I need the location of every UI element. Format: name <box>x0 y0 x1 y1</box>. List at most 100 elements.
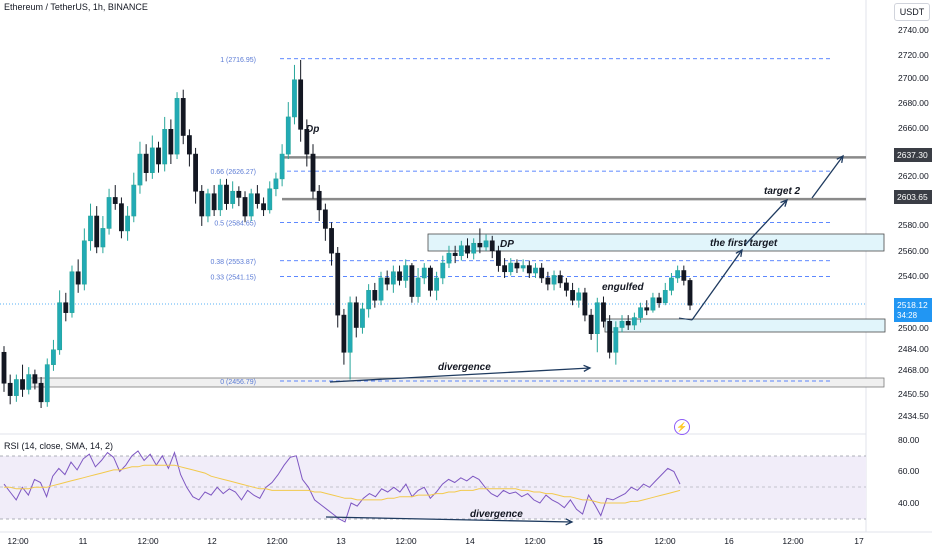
candle-body <box>199 190 205 217</box>
candle-body <box>366 290 372 310</box>
candle-body <box>644 307 650 311</box>
y-axis-tick: 2500.00 <box>898 323 929 333</box>
candle-body <box>32 374 38 384</box>
y-axis-tick: 2620.00 <box>898 171 929 181</box>
x-axis-label: 12:00 <box>654 536 676 546</box>
candle-body <box>452 252 458 256</box>
rsi-tick: 60.00 <box>898 466 920 476</box>
price-tag-bg <box>894 148 932 162</box>
x-axis-label: 12:00 <box>137 536 159 546</box>
candle-body <box>662 290 668 304</box>
y-axis-tick: 2540.00 <box>898 271 929 281</box>
candle-body <box>514 262 520 269</box>
candle-body <box>88 215 93 242</box>
candle-body <box>353 302 359 328</box>
y-axis-tick: 2468.00 <box>898 365 929 375</box>
candle-body <box>329 228 334 254</box>
candle-body <box>681 270 687 281</box>
y-axis-tick: 2680.00 <box>898 98 929 108</box>
candle-body <box>242 197 248 217</box>
candle-body <box>638 307 643 318</box>
candle-body <box>69 271 75 313</box>
candle-body <box>625 321 631 326</box>
divergence-arrow-price-head <box>583 364 592 372</box>
candle-body <box>533 267 538 274</box>
candle-body <box>341 314 347 353</box>
x-axis-label: 12:00 <box>395 536 417 546</box>
candle-body <box>502 265 507 273</box>
candle-body <box>607 321 613 353</box>
fib-level-label: 0 (2456.79) <box>220 379 256 386</box>
x-axis-label: 12:00 <box>524 536 546 546</box>
candle-body <box>415 277 421 297</box>
x-axis-label: 13 <box>336 536 346 546</box>
candle-body <box>7 382 13 396</box>
candle-body <box>149 147 155 173</box>
candle-body <box>458 245 464 256</box>
candle-body <box>390 271 396 285</box>
x-axis-label: 12:00 <box>266 536 288 546</box>
candle-body <box>434 277 440 291</box>
annotation-label: the first target <box>710 238 778 249</box>
candle-body <box>261 203 266 211</box>
candle-body <box>20 379 25 390</box>
candle-body <box>224 184 229 204</box>
demand-zone <box>604 318 886 333</box>
x-axis-label: 17 <box>854 536 864 546</box>
connector-line <box>678 317 693 321</box>
rsi-line <box>3 450 681 523</box>
candle-body <box>248 193 254 217</box>
candle-body <box>508 262 514 273</box>
candle-body <box>119 203 124 232</box>
candle-body <box>496 250 501 266</box>
candle-body <box>310 153 316 192</box>
candle-body <box>211 193 217 211</box>
candle-body <box>13 379 19 396</box>
candle-body <box>631 317 637 326</box>
candle-body <box>100 228 106 248</box>
price-tag-value: 2518.12 <box>897 300 928 310</box>
candle-body <box>440 262 446 279</box>
target-arrow-1-head <box>735 248 743 258</box>
candle-body <box>594 302 600 334</box>
price-tag-bg <box>894 190 932 204</box>
candle-body <box>187 135 192 155</box>
candle-body <box>322 209 328 229</box>
annotation-label: divergence <box>470 509 523 520</box>
candle-body <box>106 197 112 229</box>
currency-button[interactable]: USDT <box>894 3 930 21</box>
candle-body <box>292 79 297 118</box>
candle-body <box>526 265 532 274</box>
candle-body <box>446 252 452 264</box>
rsi-title: RSI (14, close, SMA, 14, 2) <box>4 441 114 451</box>
candle-body <box>75 271 81 285</box>
x-axis-label: 15 <box>593 536 603 546</box>
candle-body <box>489 240 495 252</box>
fib-level-label: 0.66 (2626.27) <box>210 169 256 176</box>
candle-body <box>397 271 402 281</box>
candle-body <box>125 215 131 232</box>
candle-body <box>81 240 87 285</box>
fib-level-label: 0.5 (2584.65) <box>214 221 256 228</box>
candle-body <box>471 242 477 254</box>
x-axis-label: 14 <box>465 536 475 546</box>
y-axis-tick: 2720.00 <box>898 50 929 60</box>
lightning-icon[interactable]: ⚡ <box>674 419 690 435</box>
candle-body <box>582 292 588 316</box>
candle-body <box>347 302 353 353</box>
target-arrow-2a-head <box>780 198 789 207</box>
candle-body <box>273 178 279 190</box>
candle-body <box>384 277 390 285</box>
candle-body <box>613 327 619 353</box>
resistance-zone <box>427 233 885 252</box>
x-axis-label: 12:00 <box>782 536 804 546</box>
candle-body <box>1 351 7 384</box>
candle-body <box>205 193 211 217</box>
divergence-arrow-rsi <box>325 516 573 523</box>
y-axis-tick: 2484.00 <box>898 344 929 354</box>
candle-body <box>563 282 569 291</box>
candle-body <box>428 267 433 291</box>
candle-body <box>156 147 161 165</box>
price-tag-value: 2603.65 <box>897 192 928 202</box>
